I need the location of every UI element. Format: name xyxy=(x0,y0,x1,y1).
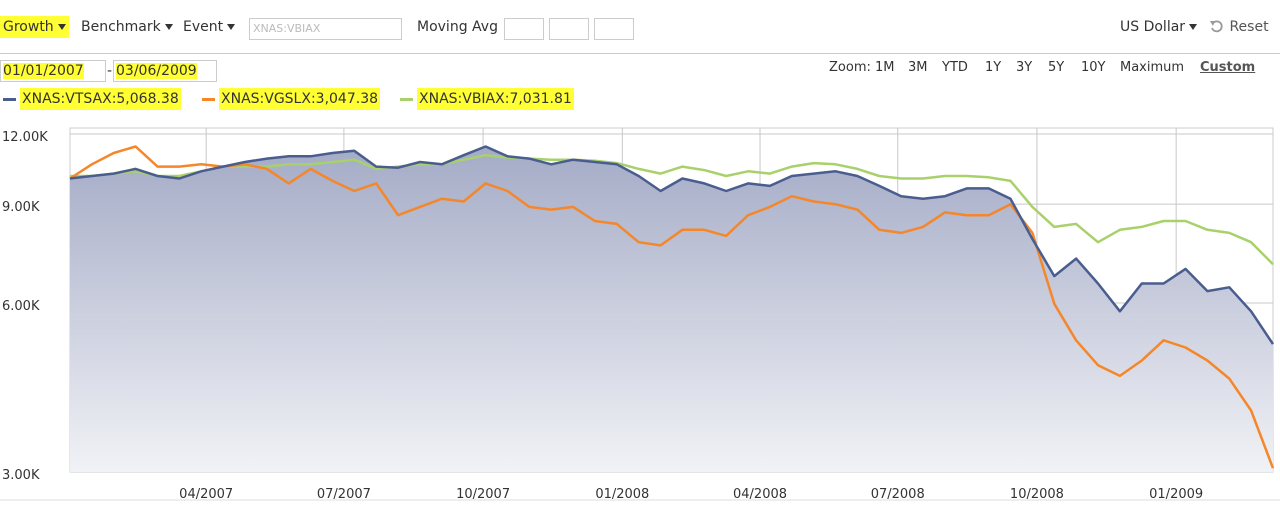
start-date: 01/01/2007 xyxy=(3,63,84,79)
legend-label[interactable]: XNAS:VTSAX:5,068.38 xyxy=(20,88,181,110)
end-date-input[interactable]: 03/06/2009 xyxy=(113,60,217,82)
caret xyxy=(57,24,66,30)
x-tick-label: 10/2007 xyxy=(456,487,510,502)
caret xyxy=(227,24,236,30)
x-tick-label: 01/2008 xyxy=(595,487,649,502)
date-separator: - xyxy=(107,63,113,79)
zoom-option[interactable]: YTD xyxy=(942,60,968,75)
end-date: 03/06/2009 xyxy=(116,63,197,79)
x-tick-label: 04/2008 xyxy=(733,487,787,502)
moving-avg-input[interactable] xyxy=(504,18,544,40)
moving-avg-label: Moving Avg xyxy=(417,19,498,35)
area-fill xyxy=(70,146,1273,472)
series-line xyxy=(69,145,1275,345)
growth-label: Growth xyxy=(3,19,54,35)
zoom-option[interactable]: 1M xyxy=(875,60,895,75)
x-tick-label: 04/2007 xyxy=(179,487,233,502)
legend-label[interactable]: XNAS:VGSLX:3,047.38 xyxy=(219,88,381,110)
growth-menu[interactable]: Growth xyxy=(0,16,69,38)
caret xyxy=(164,24,173,30)
zoom-option[interactable]: Maximum xyxy=(1120,60,1185,75)
caret xyxy=(1189,24,1198,30)
legend-swatch xyxy=(400,98,413,101)
moving-avg-input[interactable] xyxy=(549,18,589,40)
legend-label[interactable]: XNAS:VBIAX:7,031.81 xyxy=(417,88,574,110)
zoom-option[interactable]: 10Y xyxy=(1081,60,1106,75)
zoom-option[interactable]: 1Y xyxy=(985,60,1002,75)
x-tick-label: 07/2007 xyxy=(317,487,371,502)
event-menu[interactable]: Event xyxy=(183,16,236,38)
series-line xyxy=(69,145,1275,469)
y-tick-label: 9.00K xyxy=(2,200,40,215)
zoom-option[interactable]: 3M xyxy=(908,60,928,75)
plot-area xyxy=(69,127,1274,473)
zoom-option[interactable]: 5Y xyxy=(1048,60,1065,75)
symbol-input[interactable]: XNAS:VBIAX xyxy=(249,18,402,40)
y-tick-label: 6.00K xyxy=(2,299,40,314)
moving-avg-input[interactable] xyxy=(594,18,634,40)
x-tick-label: 10/2008 xyxy=(1010,487,1064,502)
x-tick-label: 01/2009 xyxy=(1149,487,1203,502)
zoom-option[interactable]: Custom xyxy=(1200,60,1256,75)
y-tick-label: 12.00K xyxy=(2,130,48,145)
legend-swatch xyxy=(3,98,16,101)
legend-swatch xyxy=(202,98,215,101)
reset-label: Reset xyxy=(1229,19,1269,35)
event-label: Event xyxy=(183,19,224,35)
series-line xyxy=(70,153,1274,266)
benchmark-label: Benchmark xyxy=(81,19,161,35)
reset-button[interactable]: Reset xyxy=(1209,16,1269,38)
x-tick-label: 07/2008 xyxy=(871,487,925,502)
benchmark-menu[interactable]: Benchmark xyxy=(81,16,173,38)
zoom-option[interactable]: 3Y xyxy=(1016,60,1033,75)
toolbar-divider xyxy=(0,53,1280,54)
currency-label: US Dollar xyxy=(1120,19,1186,35)
zoom-label: Zoom: xyxy=(829,60,871,75)
start-date-input[interactable]: 01/01/2007 xyxy=(0,60,106,82)
reset-icon xyxy=(1210,20,1223,33)
y-tick-label: 3.00K xyxy=(2,468,40,483)
currency-menu[interactable]: US Dollar xyxy=(1120,16,1198,38)
